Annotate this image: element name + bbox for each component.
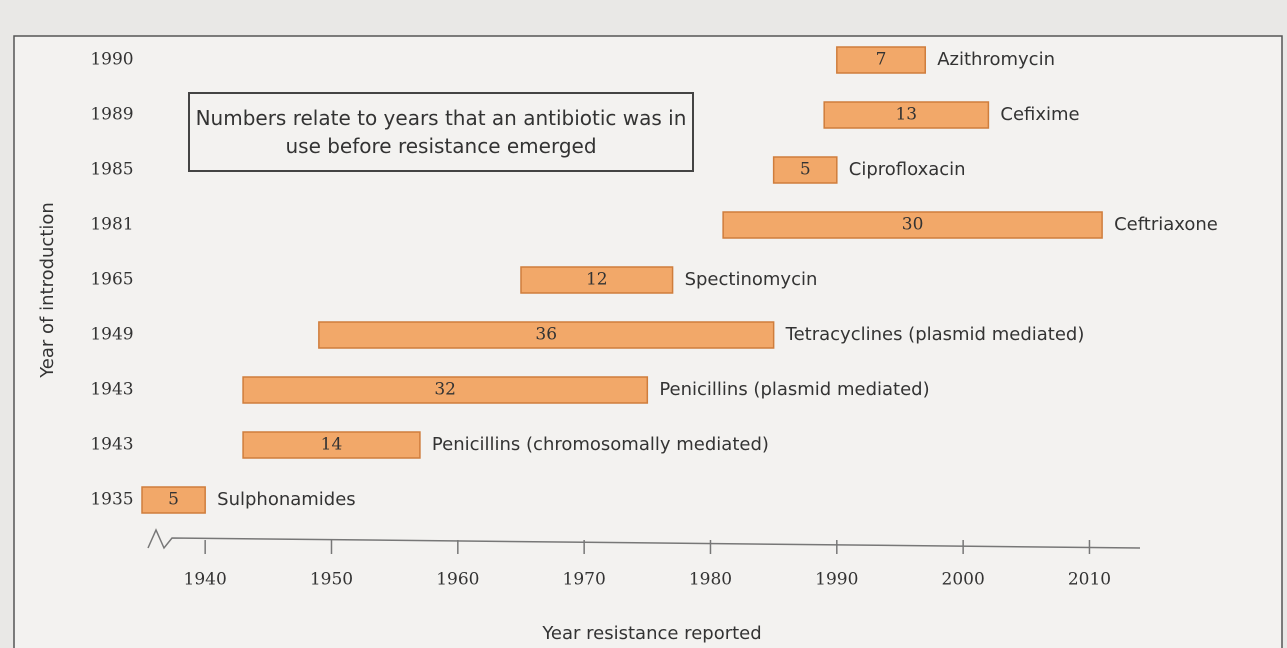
y-tick-label: 1943 — [90, 435, 133, 455]
x-tick-label: 1950 — [310, 570, 353, 590]
bar-value-label: 12 — [586, 270, 608, 290]
bar-name-label: Tetracyclines (plasmid mediated) — [785, 324, 1085, 345]
x-tick-label: 1970 — [563, 570, 606, 590]
bar-name-label: Ceftriaxone — [1114, 214, 1218, 235]
bar-value-label: 13 — [895, 105, 917, 125]
y-tick-label: 1981 — [90, 215, 133, 235]
y-tick-label: 1985 — [90, 160, 133, 180]
bar-name-label: Azithromycin — [937, 49, 1055, 70]
bar-name-label: Cefixime — [1000, 104, 1079, 125]
y-axis-title: Year of introduction — [37, 202, 58, 379]
annotation: Numbers relate to years that an antibiot… — [188, 92, 694, 172]
page: Year of introduction Year resistance rep… — [0, 0, 1287, 648]
x-tick-label: 1940 — [184, 570, 227, 590]
bar-name-label: Ciprofloxacin — [849, 159, 966, 180]
bar-value-label: 32 — [434, 380, 456, 400]
x-tick-label: 2000 — [942, 570, 985, 590]
bar-value-label: 30 — [902, 215, 924, 235]
y-tick-label: 1989 — [90, 105, 133, 125]
y-tick-label: 1990 — [90, 50, 133, 70]
bar-value-label: 5 — [168, 490, 179, 510]
bar-value-label: 36 — [535, 325, 557, 345]
y-tick-label: 1943 — [90, 380, 133, 400]
bar-value-label: 5 — [800, 160, 811, 180]
y-tick-label: 1965 — [90, 270, 133, 290]
bar-value-label: 14 — [321, 435, 343, 455]
x-tick-label: 1980 — [689, 570, 732, 590]
bar-name-label: Penicillins (plasmid mediated) — [659, 379, 929, 400]
x-tick-label: 1990 — [815, 570, 858, 590]
y-tick-label: 1935 — [90, 490, 133, 510]
x-tick-label: 2010 — [1068, 570, 1111, 590]
bar-value-label: 7 — [876, 50, 887, 70]
x-tick-label: 1960 — [436, 570, 479, 590]
y-tick-label: 1949 — [90, 325, 133, 345]
x-axis-title: Year resistance reported — [541, 623, 761, 644]
bar-name-label: Spectinomycin — [685, 269, 818, 290]
bar-name-label: Penicillins (chromosomally mediated) — [432, 434, 769, 455]
bar-name-label: Sulphonamides — [217, 489, 356, 510]
